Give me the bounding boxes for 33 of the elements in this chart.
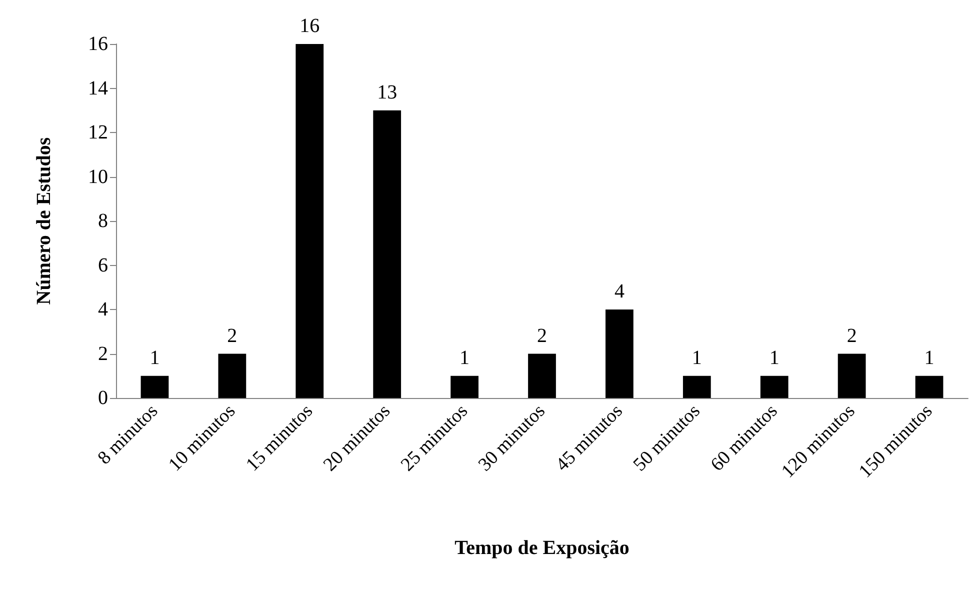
- y-tick-label: 12: [88, 122, 108, 144]
- data-label: 1: [769, 346, 780, 369]
- bar: [528, 354, 556, 398]
- y-tick-label: 8: [98, 210, 108, 232]
- data-label: 1: [150, 346, 160, 369]
- bar: [915, 376, 944, 398]
- data-label: 2: [227, 324, 238, 347]
- y-tick-label: 4: [98, 298, 108, 320]
- data-label: 1: [460, 346, 470, 369]
- y-tick-label: 10: [88, 166, 108, 188]
- bar: [838, 354, 866, 398]
- bar: [760, 376, 788, 398]
- y-tick-label: 14: [88, 77, 108, 100]
- data-label: 16: [300, 15, 320, 37]
- bar: [296, 44, 324, 398]
- y-axis-title: Número de Estudos: [33, 137, 55, 305]
- bar: [606, 310, 634, 398]
- data-label: 2: [537, 324, 547, 347]
- bar: [450, 376, 478, 398]
- y-tick-label: 2: [98, 342, 108, 365]
- y-tick-label: 6: [98, 254, 108, 276]
- y-tick-label: 16: [88, 33, 108, 55]
- data-label: 1: [924, 346, 934, 369]
- data-label: 13: [377, 81, 398, 104]
- x-axis-title: Tempo de Exposição: [454, 537, 630, 559]
- bar: [682, 376, 711, 398]
- data-label: 2: [846, 324, 857, 347]
- bar: [218, 354, 246, 398]
- bar: [373, 110, 402, 398]
- bar: [140, 376, 169, 398]
- data-label: 1: [692, 346, 702, 369]
- data-label: 4: [614, 280, 624, 302]
- y-tick-label: 0: [98, 387, 108, 409]
